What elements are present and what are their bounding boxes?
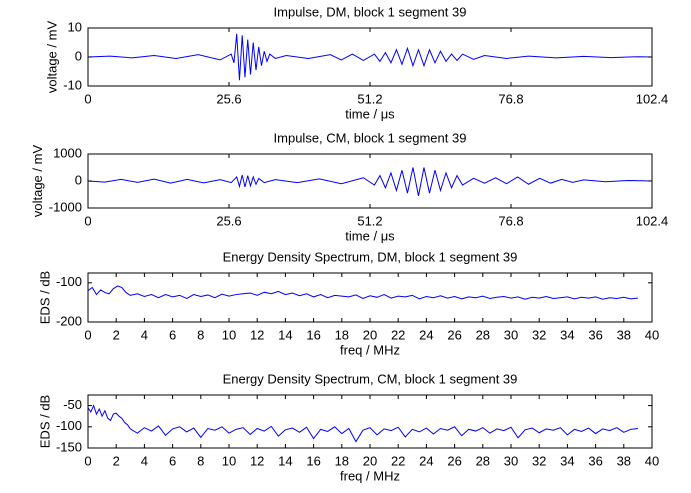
- y-tick-label: 0: [75, 48, 82, 63]
- x-tick-label: 20: [363, 453, 377, 468]
- x-tick-label: 0: [84, 91, 91, 106]
- x-tick-label: 18: [335, 327, 349, 342]
- chart-title: Impulse, CM, block 1 segment 39: [274, 130, 467, 145]
- x-tick-label: 102.4: [636, 213, 669, 228]
- x-tick-label: 102.4: [636, 91, 669, 106]
- y-axis-label: voltage / mV: [45, 21, 60, 94]
- x-tick-label: 6: [169, 327, 176, 342]
- x-tick-label: 76.8: [498, 91, 523, 106]
- x-tick-label: 0: [84, 453, 91, 468]
- x-tick-label: 24: [419, 453, 433, 468]
- x-tick-label: 22: [391, 327, 405, 342]
- y-tick-label: 10: [68, 19, 82, 34]
- y-tick-label: -10: [63, 77, 82, 92]
- x-tick-label: 16: [306, 327, 320, 342]
- x-tick-label: 32: [532, 327, 546, 342]
- x-axis-label: time / μs: [345, 106, 395, 121]
- x-tick-label: 34: [560, 327, 574, 342]
- x-tick-label: 6: [169, 453, 176, 468]
- x-tick-label: 8: [197, 327, 204, 342]
- x-tick-label: 26: [447, 327, 461, 342]
- x-tick-label: 25.6: [216, 213, 241, 228]
- axes-frame: [87, 394, 653, 449]
- chart-title: Energy Density Spectrum, CM, block 1 seg…: [223, 371, 518, 386]
- x-tick-label: 0: [84, 213, 91, 228]
- x-tick-label: 10: [222, 453, 236, 468]
- x-tick-label: 38: [617, 327, 631, 342]
- x-tick-label: 12: [250, 453, 264, 468]
- x-tick-label: 40: [645, 453, 659, 468]
- x-tick-label: 34: [560, 453, 574, 468]
- chart-title: Impulse, DM, block 1 segment 39: [274, 4, 467, 19]
- y-tick-label: -100: [56, 418, 82, 433]
- x-tick-label: 2: [113, 327, 120, 342]
- x-tick-label: 36: [588, 327, 602, 342]
- x-tick-label: 28: [476, 327, 490, 342]
- x-tick-label: 32: [532, 453, 546, 468]
- x-tick-label: 4: [141, 327, 148, 342]
- y-tick-label: -200: [56, 313, 82, 328]
- x-tick-label: 14: [278, 453, 292, 468]
- x-axis-label: freq / MHz: [340, 342, 400, 357]
- y-tick-label: -50: [63, 397, 82, 412]
- signal-line: [87, 404, 638, 443]
- y-tick-label: -150: [56, 439, 82, 454]
- y-tick-label: 0: [75, 172, 82, 187]
- signal-line: [87, 285, 638, 300]
- x-tick-label: 36: [588, 453, 602, 468]
- y-tick-label: -1000: [49, 199, 82, 214]
- x-tick-label: 76.8: [498, 213, 523, 228]
- x-tick-label: 20: [363, 327, 377, 342]
- x-tick-label: 8: [197, 453, 204, 468]
- y-axis-label: EDS / dB: [37, 395, 52, 448]
- x-tick-label: 25.6: [216, 91, 241, 106]
- x-tick-label: 30: [504, 327, 518, 342]
- y-tick-label: -100: [56, 274, 82, 289]
- x-tick-label: 38: [617, 453, 631, 468]
- x-tick-label: 16: [306, 453, 320, 468]
- x-tick-label: 12: [250, 327, 264, 342]
- x-tick-label: 26: [447, 453, 461, 468]
- x-tick-label: 10: [222, 327, 236, 342]
- x-tick-label: 2: [113, 453, 120, 468]
- x-tick-label: 4: [141, 453, 148, 468]
- signal-line: [87, 167, 653, 196]
- axes-frame: [87, 272, 653, 323]
- x-tick-label: 22: [391, 453, 405, 468]
- x-tick-label: 24: [419, 327, 433, 342]
- x-tick-label: 40: [645, 327, 659, 342]
- x-tick-label: 14: [278, 327, 292, 342]
- signal-line: [87, 33, 653, 81]
- x-axis-label: time / μs: [345, 228, 395, 243]
- x-tick-label: 18: [335, 453, 349, 468]
- y-tick-label: 1000: [53, 145, 82, 160]
- chart-title: Energy Density Spectrum, DM, block 1 seg…: [223, 249, 518, 264]
- x-axis-label: freq / MHz: [340, 468, 400, 483]
- x-tick-label: 28: [476, 453, 490, 468]
- x-tick-label: 51.2: [357, 91, 382, 106]
- x-tick-label: 51.2: [357, 213, 382, 228]
- y-axis-label: EDS / dB: [37, 271, 52, 324]
- x-tick-label: 30: [504, 453, 518, 468]
- y-axis-label: voltage / mV: [30, 145, 45, 218]
- x-tick-label: 0: [84, 327, 91, 342]
